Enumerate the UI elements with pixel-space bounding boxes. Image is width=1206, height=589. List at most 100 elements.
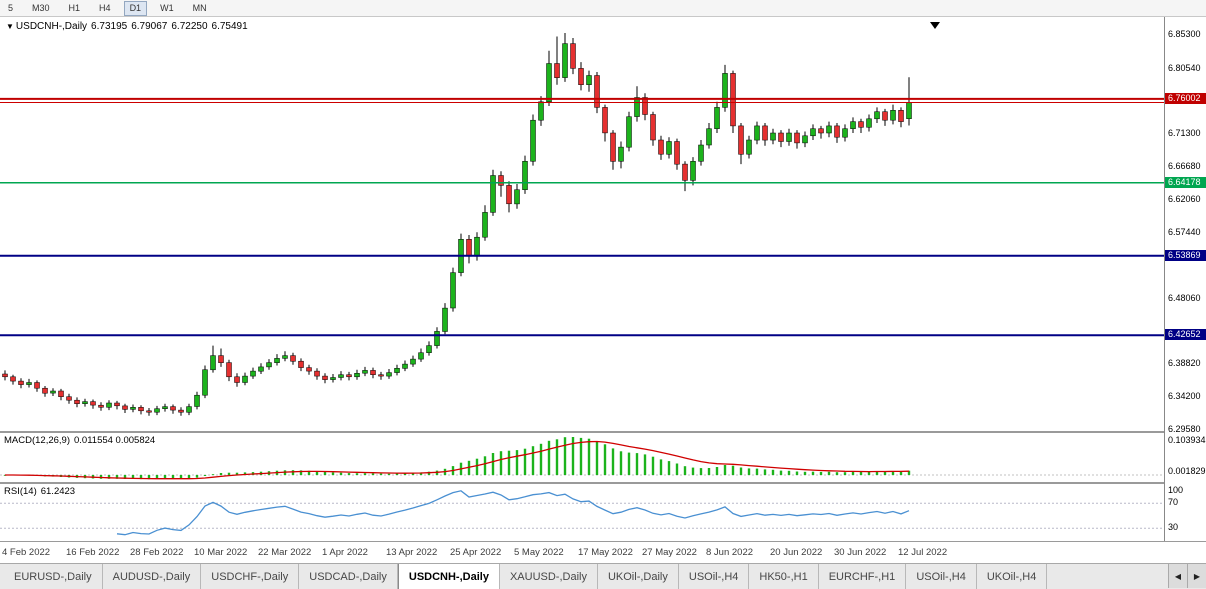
quote-close: 6.75491 xyxy=(211,21,248,32)
price-level-badge: 6.42652 xyxy=(1165,329,1206,340)
tab-usdcnh-daily[interactable]: USDCNH-,Daily xyxy=(397,564,500,589)
macd-histogram-bar xyxy=(163,475,167,479)
symbol-dropdown-icon[interactable]: ▼ xyxy=(6,22,14,31)
rsi-axis-label: 70 xyxy=(1168,497,1179,507)
macd-axis-label: 0.103934 xyxy=(1168,435,1206,445)
price-axis-label: 6.62060 xyxy=(1168,194,1201,204)
candle-body xyxy=(330,377,336,380)
candlestick-chart[interactable] xyxy=(0,17,1164,431)
candle-body xyxy=(258,366,264,372)
rsi-title: RSI(14) xyxy=(4,486,37,497)
candle-body xyxy=(746,139,752,155)
macd-histogram-bar xyxy=(779,470,783,475)
panel-splitter-rsi[interactable] xyxy=(0,482,1206,484)
macd-histogram-bar xyxy=(739,467,743,475)
time-axis[interactable]: 4 Feb 2022 16 Feb 2022 28 Feb 2022 10 Mar 2… xyxy=(0,542,1206,563)
macd-histogram-bar xyxy=(835,472,839,475)
macd-histogram-bar xyxy=(235,472,239,475)
tab-eurusd-daily[interactable]: EURUSD-,Daily xyxy=(4,564,103,589)
macd-histogram-bar xyxy=(299,470,303,475)
candle-body xyxy=(898,110,904,122)
candle-body xyxy=(450,272,456,309)
candle-body xyxy=(490,175,496,213)
macd-histogram-bar xyxy=(867,471,871,475)
timeframe-button-H4[interactable]: H4 xyxy=(99,2,111,13)
candle-body xyxy=(410,358,416,365)
macd-histogram-bar xyxy=(907,470,911,475)
candle-body xyxy=(58,390,64,397)
candle-body xyxy=(626,116,632,148)
macd-histogram-bar xyxy=(891,471,895,475)
macd-histogram-bar xyxy=(875,471,879,475)
macd-histogram-bar xyxy=(363,473,367,475)
macd-histogram-bar xyxy=(555,439,559,475)
timeframe-button-H1[interactable]: H1 xyxy=(68,2,81,13)
timeframe-button-5[interactable]: 5 xyxy=(8,2,14,13)
tab-usdchf-daily[interactable]: USDCHF-,Daily xyxy=(201,564,300,589)
candle-body xyxy=(10,376,16,382)
candle-body xyxy=(354,373,360,378)
tab-usoil-h4[interactable]: USOil-,H4 xyxy=(679,564,750,589)
tab-scroll-left-button[interactable]: ◀ xyxy=(1168,563,1187,588)
tab-scroll-right-button[interactable]: ▶ xyxy=(1187,563,1206,588)
macd-histogram-bar xyxy=(115,475,119,479)
candle-body xyxy=(90,401,96,406)
tab-ukoil-h4[interactable]: UKOil-,H4 xyxy=(977,564,1048,589)
candle-body xyxy=(690,161,696,181)
candle-body xyxy=(386,372,392,377)
timeframe-button-MN[interactable]: MN xyxy=(192,2,207,13)
macd-histogram-bar xyxy=(491,453,495,475)
macd-histogram-bar xyxy=(187,475,191,479)
tab-usoil-h4[interactable]: USOil-,H4 xyxy=(906,564,977,589)
macd-histogram-bar xyxy=(411,472,415,475)
timeframe-button-D1[interactable]: D1 xyxy=(123,0,148,16)
macd-histogram-bar xyxy=(811,471,815,475)
candle-body xyxy=(666,141,672,155)
candle-body xyxy=(778,132,784,142)
macd-histogram-bar xyxy=(531,446,535,475)
candle-body xyxy=(106,402,112,408)
date-label: 30 Jun 2022 xyxy=(834,547,887,558)
rsi-indicator-panel[interactable] xyxy=(0,484,1164,541)
price-level-badge: 6.76002 xyxy=(1165,93,1206,104)
price-axis[interactable]: 6.85300 6.80540 6.71300 6.66680 6.62060 6.574… xyxy=(1164,17,1206,541)
time-axis-divider xyxy=(0,541,1206,542)
tab-hk50-h1[interactable]: HK50-,H1 xyxy=(749,564,819,589)
macd-histogram-bar xyxy=(643,454,647,475)
macd-histogram-bar xyxy=(763,469,767,475)
macd-histogram-bar xyxy=(651,456,655,475)
chart-shift-marker-icon[interactable] xyxy=(930,22,940,29)
candle-body xyxy=(426,345,432,353)
macd-histogram-bar xyxy=(595,441,599,475)
macd-histogram-bar xyxy=(355,473,359,475)
macd-histogram-bar xyxy=(851,472,855,475)
macd-histogram-bar xyxy=(347,473,351,475)
candle-body xyxy=(842,128,848,138)
candle-body xyxy=(578,68,584,85)
candle-body xyxy=(858,121,864,128)
panel-splitter-macd[interactable] xyxy=(0,431,1206,433)
candle-body xyxy=(274,358,280,363)
macd-histogram-bar xyxy=(155,475,159,479)
macd-histogram-bar xyxy=(107,475,111,479)
candle-body xyxy=(362,370,368,374)
macd-histogram-bar xyxy=(179,475,183,479)
candle-body xyxy=(770,132,776,141)
timeframe-button-W1[interactable]: W1 xyxy=(160,2,174,13)
macd-histogram-bar xyxy=(171,475,175,479)
macd-histogram-bar xyxy=(619,451,623,475)
tab-usdcad-daily[interactable]: USDCAD-,Daily xyxy=(299,564,398,589)
candle-body xyxy=(42,387,48,394)
candle-body xyxy=(226,362,232,378)
candle-body xyxy=(810,128,816,137)
tab-xauusd-daily[interactable]: XAUUSD-,Daily xyxy=(500,564,598,589)
timeframe-button-M30[interactable]: M30 xyxy=(32,2,50,13)
tab-eurchf-h1[interactable]: EURCHF-,H1 xyxy=(819,564,907,589)
macd-histogram-bar xyxy=(403,473,407,475)
tab-ukoil-daily[interactable]: UKOil-,Daily xyxy=(598,564,679,589)
price-axis-label: 6.29580 xyxy=(1168,424,1201,434)
macd-indicator-panel[interactable] xyxy=(0,433,1164,482)
macd-histogram-bar xyxy=(195,475,199,478)
macd-histogram-bar xyxy=(315,471,319,475)
tab-audusd-daily[interactable]: AUDUSD-,Daily xyxy=(103,564,202,589)
